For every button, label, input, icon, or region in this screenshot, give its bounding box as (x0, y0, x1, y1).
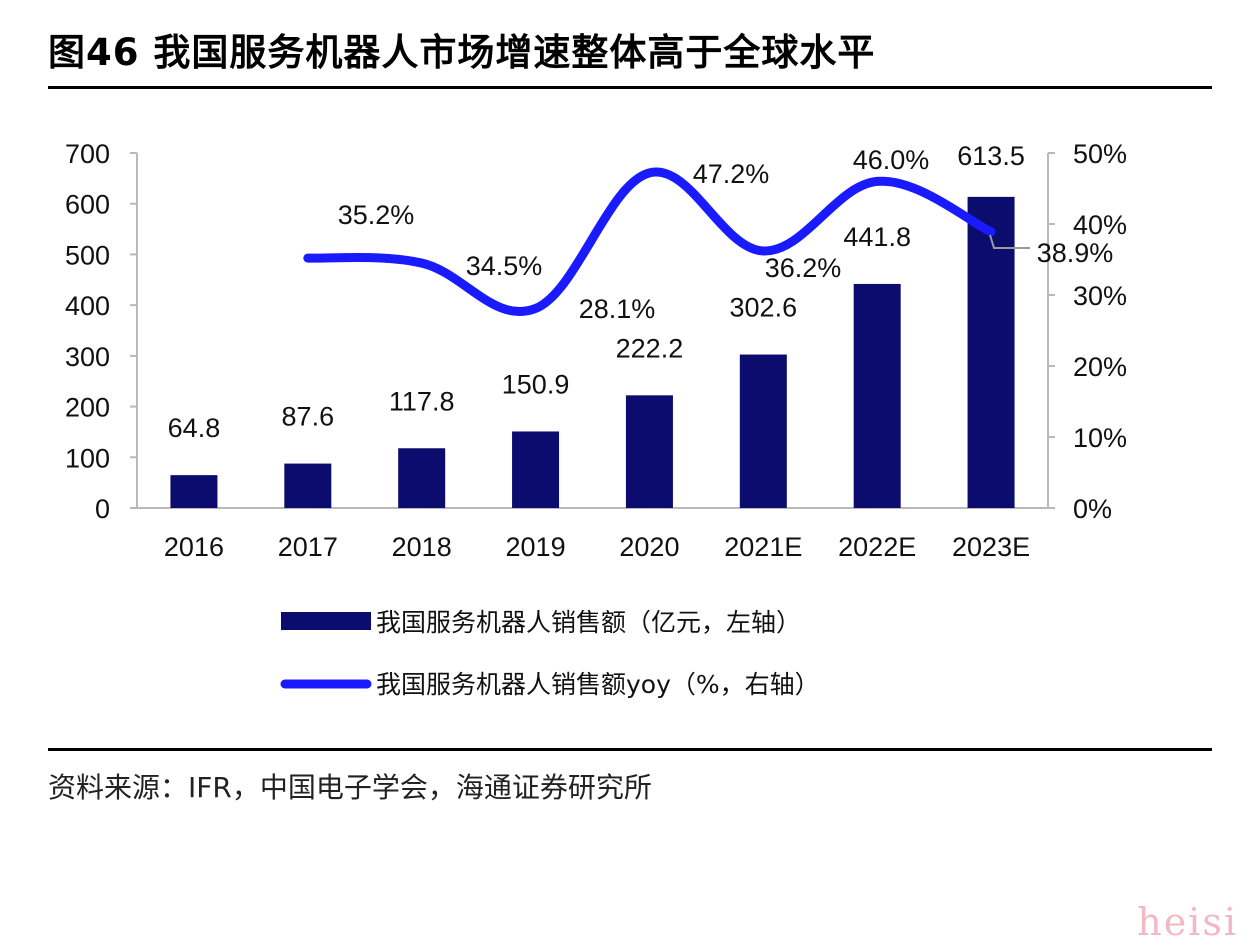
left-axis-tick-label: 0 (95, 494, 110, 524)
bar-data-label: 302.6 (730, 293, 798, 323)
source-note: 资料来源：IFR，中国电子学会，海通证券研究所 (48, 771, 652, 804)
left-axis-tick-label: 400 (65, 291, 110, 321)
x-axis-tick-label: 2016 (164, 532, 224, 562)
bar-data-label: 150.9 (502, 369, 570, 399)
x-axis-tick-label: 2018 (392, 532, 452, 562)
x-axis-tick-label: 2021E (724, 532, 802, 562)
yoy-data-label: 28.1% (579, 294, 656, 324)
yoy-data-label: 35.2% (338, 200, 415, 230)
bar (512, 431, 560, 508)
bar (398, 448, 446, 508)
yoy-data-label: 34.5% (466, 251, 543, 281)
legend-line-label: 我国服务机器人销售额yoy（%，右轴） (376, 670, 820, 699)
watermark: heisi (1137, 900, 1238, 944)
yoy-data-label: 38.9% (1037, 238, 1114, 268)
bottom-rule (48, 748, 1212, 751)
right-axis-tick-label: 20% (1073, 352, 1127, 382)
legend-bar-label: 我国服务机器人销售额（亿元，左轴） (376, 608, 801, 637)
chart-title: 图46 我国服务机器人市场增速整体高于全球水平 (48, 31, 876, 74)
bar (967, 196, 1015, 508)
bar (739, 354, 787, 508)
bar-data-label: 441.8 (843, 222, 911, 252)
right-axis-tick-label: 0% (1073, 494, 1112, 524)
bar-data-label: 222.2 (616, 333, 684, 363)
bar (284, 463, 332, 508)
left-axis-tick-label: 300 (65, 342, 110, 372)
top-rule (48, 86, 1212, 89)
right-axis-tick-label: 30% (1073, 281, 1127, 311)
bar-data-label: 87.6 (282, 402, 335, 432)
x-axis-tick-label: 2017 (278, 532, 338, 562)
chart: 0 100 200 300 400 500 600 700 0% 10% 20% 30% 40% 50% 2… (65, 139, 1127, 699)
x-axis-tick-label: 2022E (838, 532, 916, 562)
left-axis-tick-label: 600 (65, 190, 110, 220)
x-axis-tick-label: 2023E (952, 532, 1030, 562)
x-axis-tick-label: 2020 (619, 532, 679, 562)
bar-data-label: 613.5 (957, 141, 1025, 171)
right-axis-tick-label: 40% (1073, 210, 1127, 240)
left-axis-tick-label: 200 (65, 393, 110, 423)
left-axis-tick-label: 100 (65, 443, 110, 473)
yoy-data-label: 47.2% (693, 159, 770, 189)
bar (853, 283, 901, 508)
label-leader-line (989, 234, 1030, 249)
x-axis-tick-label: 2019 (506, 532, 566, 562)
left-axis-tick-label: 500 (65, 240, 110, 270)
right-axis-tick-label: 50% (1073, 139, 1127, 169)
bar (625, 395, 673, 508)
yoy-data-label: 46.0% (853, 145, 930, 175)
left-axis-tick-label: 700 (65, 139, 110, 169)
bar-data-label: 117.8 (389, 386, 455, 416)
yoy-line (303, 167, 996, 316)
yoy-data-label: 36.2% (765, 253, 842, 283)
bar-data-label: 64.8 (168, 413, 221, 443)
right-axis-tick-label: 10% (1073, 423, 1127, 453)
legend-bar-swatch (281, 612, 371, 630)
bar (170, 475, 218, 508)
